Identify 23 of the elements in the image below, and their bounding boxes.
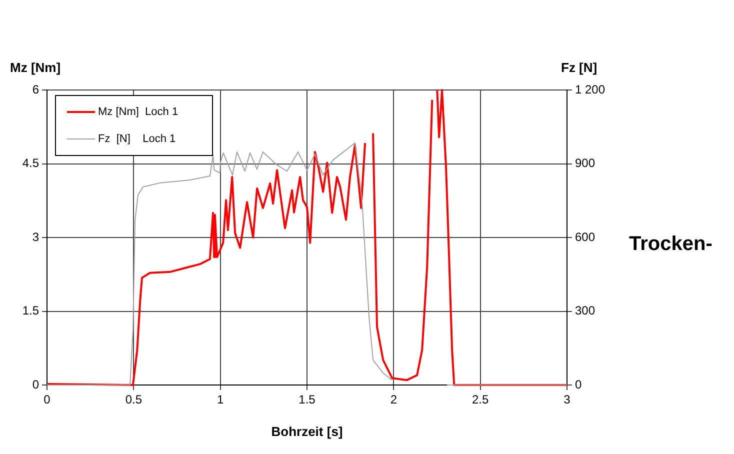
y-axis-title: Mz [Nm] [10,60,61,75]
y-tick-label: 4.5 [22,156,40,170]
y-tick-label: 1.5 [22,304,40,318]
y2-tick-label: 900 [575,156,596,170]
y2-tick-label: 300 [575,304,596,318]
y-tick-label: 0 [32,377,40,392]
x-tick-label: 2.5 [472,392,489,407]
x-axis-title: Bohrzeit [s] [271,424,343,439]
x-tick-label: 1 [216,392,224,407]
x-tick-label: 0 [44,392,51,407]
legend-label: Fz [N] Loch 1 [98,133,176,146]
y2-tick-label: 0 [575,377,582,392]
x-tick-label: 3 [564,392,571,407]
text: Trocken- [629,233,712,255]
y2-axis-title: Fz [N] [561,60,598,75]
x-tick-label: 2 [390,392,398,407]
legend-label: Mz [Nm] Loch 1 [98,106,178,118]
y-tick-label: 3 [32,230,40,244]
x-tick-label: 0.5 [125,392,142,407]
y-tick-label: 6 [32,82,40,96]
y2-tick-label: 600 [575,230,596,244]
y2-tick-label: 1 200 [575,82,606,96]
x-tick-label: 1.5 [298,392,316,407]
